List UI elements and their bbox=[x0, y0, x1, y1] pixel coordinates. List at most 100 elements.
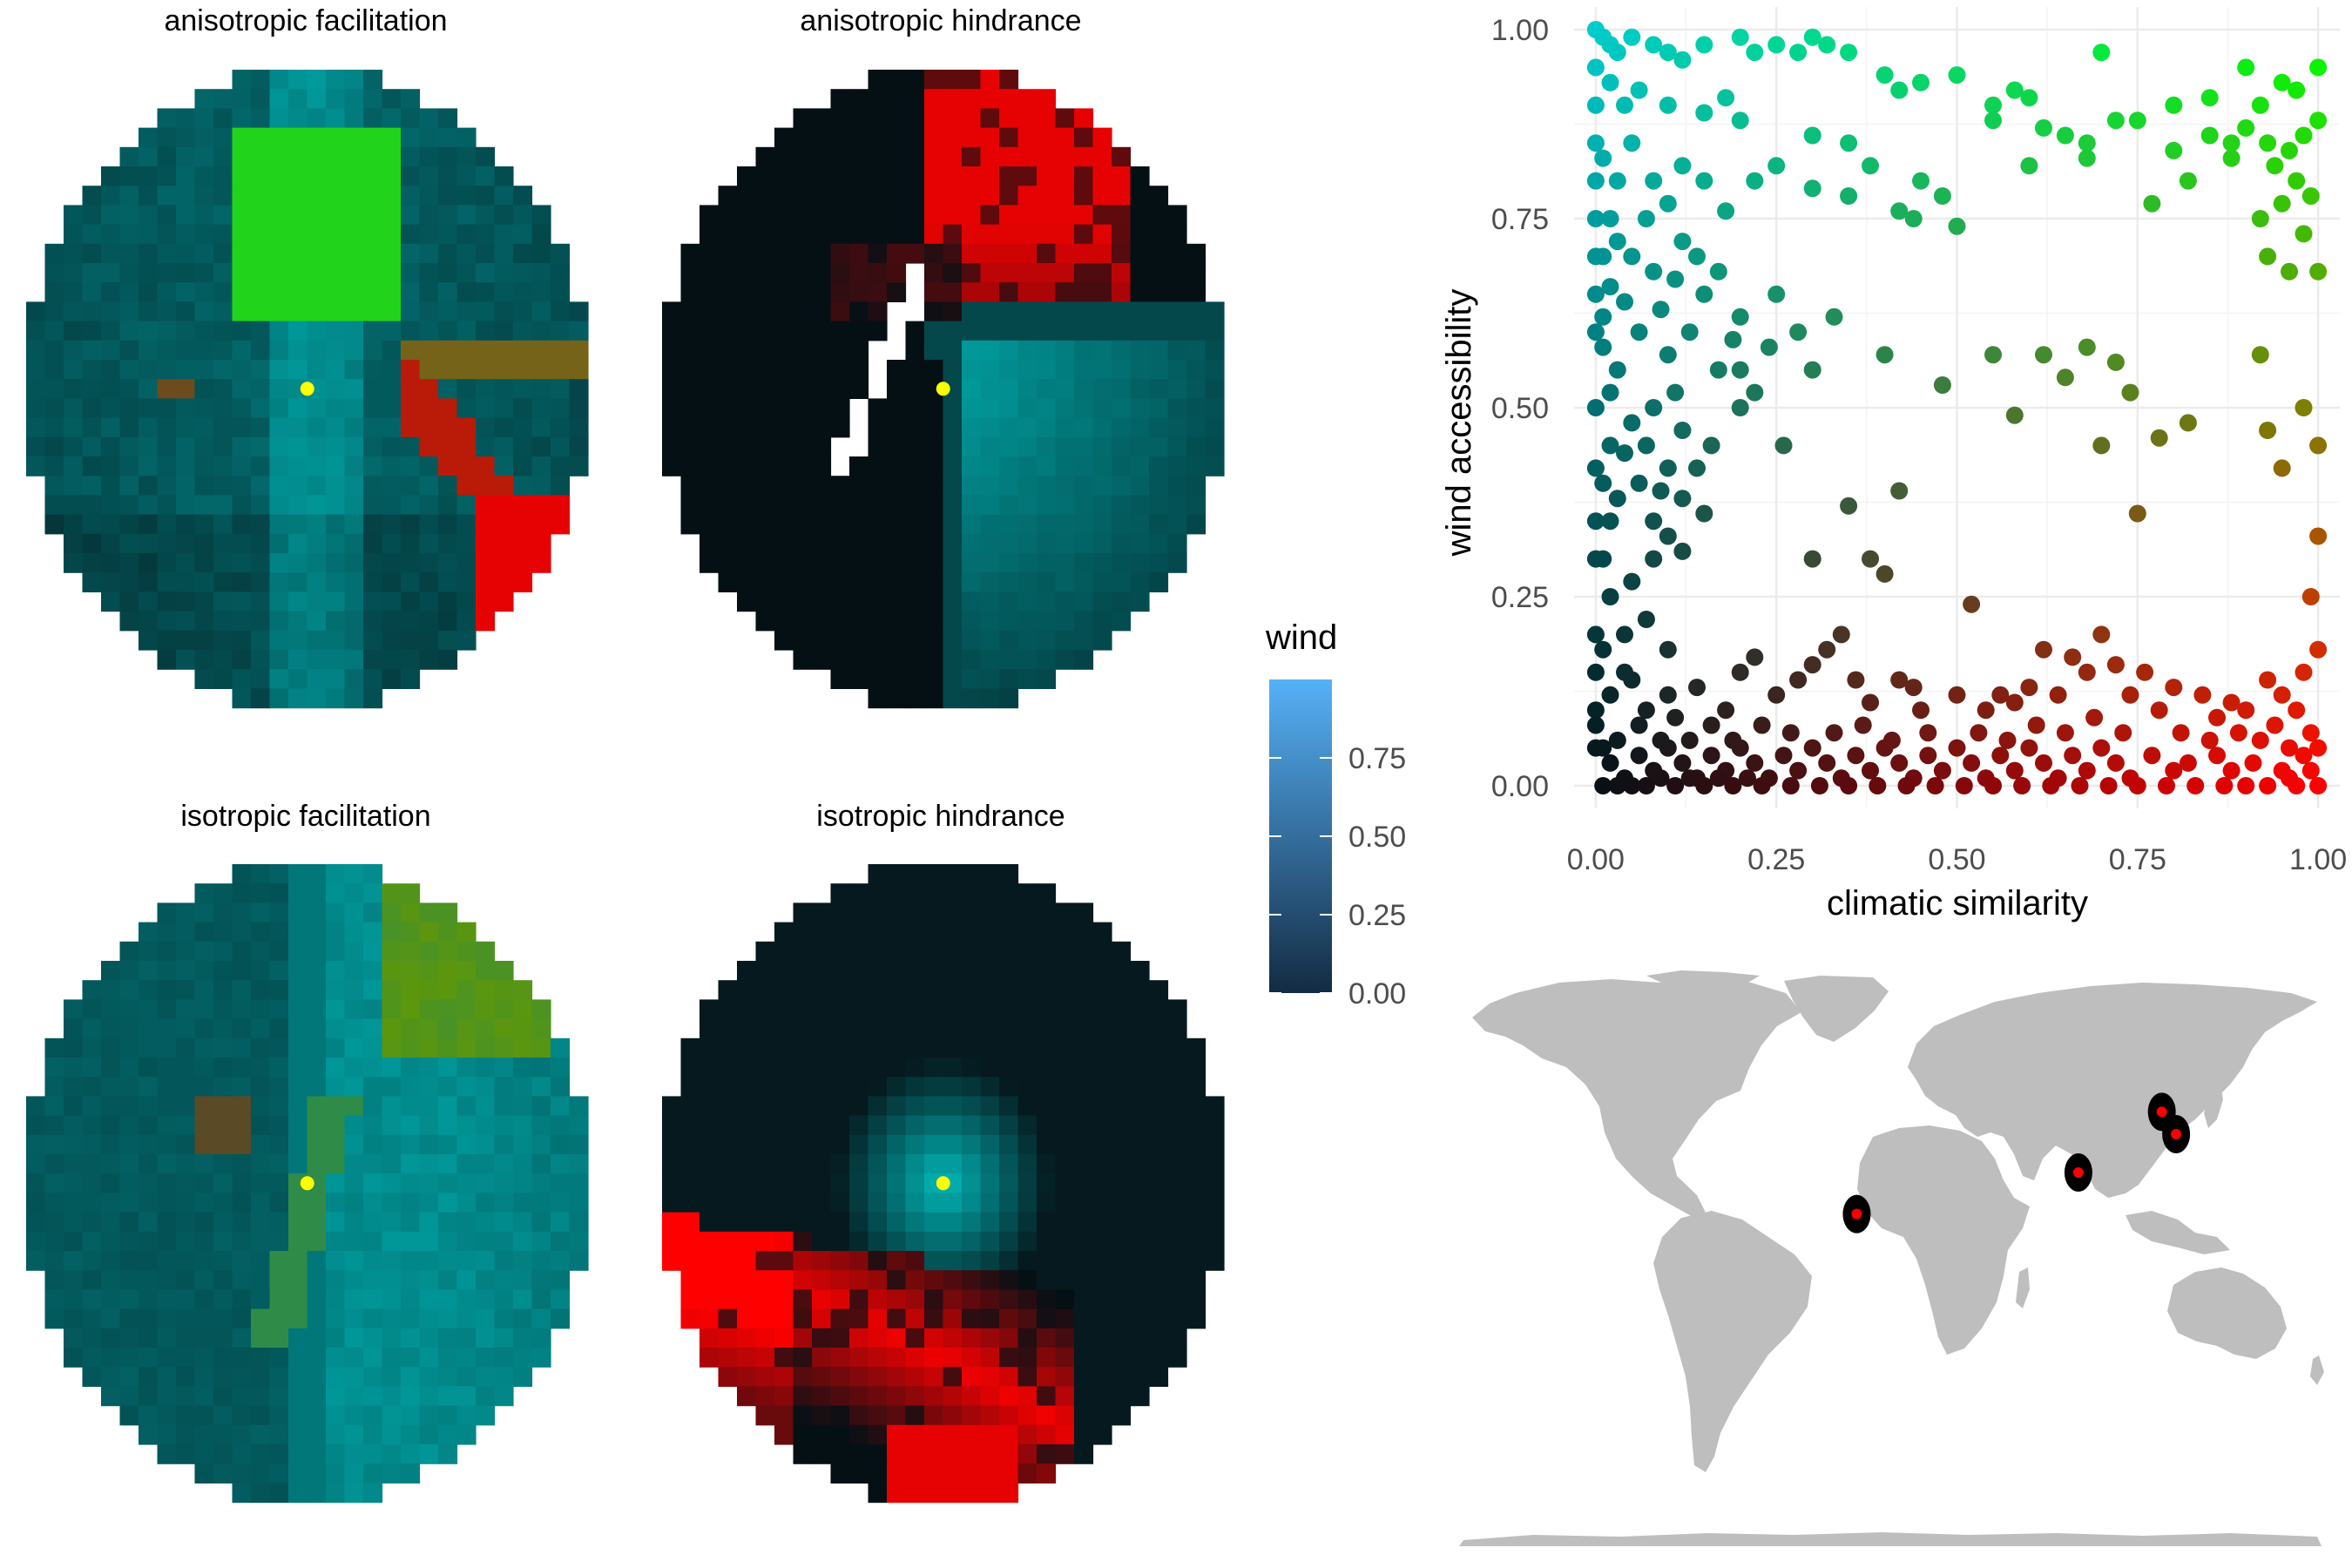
raster-cell bbox=[980, 533, 1000, 554]
raster-cell bbox=[139, 591, 159, 612]
raster-cell bbox=[980, 476, 1000, 496]
raster-cell bbox=[119, 1154, 139, 1174]
scatter-point bbox=[1774, 436, 1793, 455]
raster-cell bbox=[288, 1444, 308, 1464]
raster-cell bbox=[1186, 1154, 1206, 1174]
raster-cell bbox=[774, 1115, 794, 1136]
raster-cell bbox=[774, 456, 794, 476]
raster-cell bbox=[401, 1405, 421, 1426]
raster-cell bbox=[1055, 999, 1075, 1020]
raster-cell bbox=[157, 321, 177, 341]
raster-cell bbox=[924, 1193, 944, 1213]
raster-cell bbox=[269, 1483, 289, 1504]
raster-cell bbox=[551, 476, 571, 496]
scatter-point bbox=[2005, 81, 2024, 99]
scatter-point bbox=[2273, 73, 2291, 91]
raster-cell bbox=[213, 224, 233, 245]
raster-cell bbox=[513, 360, 533, 380]
raster-cell bbox=[849, 1077, 869, 1097]
raster-cell bbox=[1167, 1270, 1187, 1290]
raster-cell bbox=[513, 553, 533, 573]
raster-cell bbox=[868, 591, 888, 612]
raster-cell bbox=[326, 1328, 346, 1348]
raster-cell bbox=[755, 1212, 775, 1233]
raster-cell bbox=[326, 127, 346, 148]
raster-cell bbox=[194, 495, 214, 516]
scatter-point bbox=[1702, 716, 1720, 734]
raster-cell bbox=[1037, 514, 1057, 535]
raster-cell bbox=[101, 1096, 121, 1117]
raster-cell bbox=[531, 1037, 551, 1058]
raster-cell bbox=[1130, 1173, 1150, 1193]
raster-cell bbox=[905, 1037, 925, 1058]
raster-cell bbox=[849, 379, 869, 399]
raster-cell bbox=[924, 514, 944, 535]
raster-cell bbox=[737, 1037, 757, 1058]
raster-cell bbox=[999, 1134, 1019, 1155]
raster-cell bbox=[1074, 263, 1094, 283]
scatter-point bbox=[1637, 436, 1655, 455]
raster-cell bbox=[419, 398, 439, 419]
raster-cell bbox=[943, 186, 963, 206]
raster-cell bbox=[438, 1096, 458, 1117]
raster-cell bbox=[101, 1308, 121, 1329]
raster-cell bbox=[382, 1386, 402, 1407]
raster-cell bbox=[868, 1483, 888, 1504]
raster-cell bbox=[139, 553, 159, 573]
raster-cell bbox=[269, 1231, 289, 1252]
legend-ticks: 0.000.250.500.75 bbox=[1269, 742, 1406, 1010]
raster-cell bbox=[401, 1037, 421, 1058]
scatter-point bbox=[1601, 436, 1619, 455]
raster-cell bbox=[887, 902, 907, 923]
raster-cell bbox=[139, 282, 159, 302]
raster-cell bbox=[868, 398, 888, 419]
raster-cell bbox=[232, 186, 252, 206]
raster-cell bbox=[438, 1018, 458, 1039]
raster-cell bbox=[943, 533, 963, 554]
raster-cell bbox=[812, 340, 832, 361]
raster-cell bbox=[476, 321, 496, 341]
raster-cell bbox=[251, 1424, 271, 1445]
raster-cell bbox=[774, 1212, 794, 1233]
raster-cell bbox=[513, 999, 533, 1020]
scatter-point bbox=[1890, 754, 1909, 772]
raster-cell bbox=[737, 476, 757, 496]
raster-cell bbox=[793, 922, 813, 943]
raster-cell bbox=[1112, 321, 1132, 341]
raster-cell bbox=[363, 1308, 383, 1329]
site-point bbox=[1851, 1208, 1862, 1220]
raster-cell bbox=[82, 1058, 102, 1078]
raster-cell bbox=[1092, 1173, 1112, 1193]
raster-cell bbox=[868, 630, 888, 651]
raster-cell bbox=[64, 398, 84, 419]
raster-cell bbox=[962, 1231, 982, 1252]
raster-cell bbox=[326, 360, 346, 380]
raster-cell bbox=[438, 572, 458, 592]
raster-cell bbox=[980, 1289, 1000, 1310]
raster-cell bbox=[774, 340, 794, 361]
raster-cell bbox=[1055, 146, 1075, 167]
raster-cell bbox=[1074, 224, 1094, 245]
raster-cell bbox=[251, 70, 271, 90]
raster-cell bbox=[1092, 321, 1112, 341]
raster-cell bbox=[344, 146, 364, 167]
raster-cell bbox=[700, 1058, 720, 1078]
raster-cell bbox=[680, 1270, 700, 1290]
raster-cell bbox=[1055, 1193, 1075, 1213]
raster-cell bbox=[1149, 533, 1169, 554]
raster-cell bbox=[905, 1424, 925, 1445]
raster-cell bbox=[905, 1018, 925, 1039]
raster-cell bbox=[119, 1018, 139, 1039]
raster-cell bbox=[513, 1308, 533, 1329]
origin-point bbox=[300, 382, 314, 396]
raster-cell bbox=[1017, 456, 1037, 476]
raster-cell bbox=[531, 1077, 551, 1097]
raster-cell bbox=[1037, 1289, 1057, 1310]
raster-cell bbox=[64, 301, 84, 322]
raster-cell bbox=[232, 1018, 252, 1039]
raster-cell bbox=[924, 1154, 944, 1174]
raster-cell bbox=[999, 1018, 1019, 1039]
raster-cell bbox=[980, 611, 1000, 632]
raster-cell bbox=[251, 883, 271, 903]
scatter-point bbox=[1594, 308, 1612, 326]
